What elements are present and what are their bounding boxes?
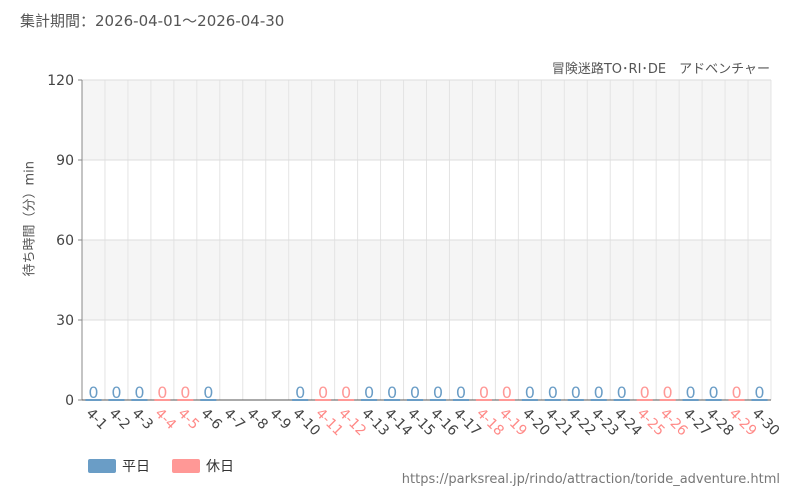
x-tick-label: 4-4 bbox=[152, 406, 180, 434]
data-label: 0 bbox=[571, 383, 581, 402]
bar bbox=[590, 399, 607, 401]
bar bbox=[177, 399, 194, 401]
data-label: 0 bbox=[594, 383, 604, 402]
bar bbox=[406, 399, 424, 401]
bar bbox=[292, 399, 309, 401]
attraction-name: 冒険迷路TO･RI･DE アドベンチャー bbox=[551, 62, 770, 77]
bar bbox=[567, 399, 584, 401]
legend-swatch-holiday bbox=[172, 459, 200, 473]
bar bbox=[521, 399, 538, 401]
bar bbox=[682, 399, 699, 401]
data-label: 0 bbox=[663, 383, 673, 402]
data-label: 0 bbox=[433, 383, 443, 402]
legend-item-holiday: 休日 bbox=[172, 456, 234, 476]
data-label: 0 bbox=[754, 383, 764, 402]
bar bbox=[361, 399, 378, 401]
period-label: 集計期間：2026-04-01～2026-04-30 bbox=[20, 12, 285, 30]
bar bbox=[131, 399, 148, 401]
data-label: 0 bbox=[548, 383, 558, 402]
bar bbox=[613, 399, 630, 401]
x-tick-label: 4-1 bbox=[83, 406, 110, 433]
bar bbox=[429, 399, 447, 401]
y-tick-label: 120 bbox=[47, 73, 74, 89]
bar bbox=[200, 399, 217, 401]
data-label: 0 bbox=[456, 383, 466, 402]
data-label: 0 bbox=[134, 383, 144, 402]
data-label: 0 bbox=[88, 383, 98, 402]
x-tick-label: 4-2 bbox=[106, 406, 133, 433]
data-label: 0 bbox=[387, 383, 397, 402]
data-label: 0 bbox=[525, 383, 535, 402]
data-label: 0 bbox=[157, 383, 167, 402]
data-label: 0 bbox=[111, 383, 121, 402]
data-label: 0 bbox=[180, 383, 190, 402]
source-url: https://parksreal.jp/rindo/attraction/to… bbox=[401, 472, 780, 487]
data-label: 0 bbox=[686, 383, 696, 402]
data-label: 0 bbox=[708, 383, 718, 402]
bar bbox=[544, 399, 561, 401]
bar bbox=[636, 399, 653, 401]
data-label: 0 bbox=[479, 383, 489, 402]
x-tick-label: 4-3 bbox=[129, 406, 156, 433]
x-tick-label: 4-6 bbox=[197, 406, 225, 434]
x-tick-label: 4-5 bbox=[175, 406, 202, 433]
data-label: 0 bbox=[364, 383, 374, 402]
legend-label-holiday: 休日 bbox=[206, 459, 234, 475]
data-label: 0 bbox=[410, 383, 420, 402]
data-label: 0 bbox=[731, 383, 741, 402]
y-tick-label: 0 bbox=[65, 393, 74, 409]
y-tick-label: 60 bbox=[56, 233, 74, 249]
bar bbox=[728, 399, 745, 401]
x-tick-label: 4-9 bbox=[266, 406, 293, 433]
bar bbox=[108, 399, 125, 401]
data-label: 0 bbox=[341, 383, 351, 402]
data-label: 0 bbox=[502, 383, 512, 402]
legend-item-weekday: 平日 bbox=[88, 456, 150, 476]
bar bbox=[338, 399, 355, 401]
bar bbox=[384, 399, 401, 401]
bar bbox=[154, 399, 171, 401]
data-label: 0 bbox=[318, 383, 328, 402]
legend-label-weekday: 平日 bbox=[122, 459, 150, 475]
bar bbox=[475, 399, 492, 401]
y-tick-label: 30 bbox=[56, 313, 74, 329]
bar bbox=[659, 399, 676, 401]
data-label: 0 bbox=[203, 383, 213, 402]
bar bbox=[85, 399, 102, 401]
legend-swatch-weekday bbox=[88, 459, 116, 473]
bar bbox=[705, 399, 722, 401]
data-label: 0 bbox=[295, 383, 305, 402]
bar bbox=[751, 399, 768, 401]
x-tick-label: 4-7 bbox=[220, 406, 247, 433]
x-tick-label: 4-8 bbox=[243, 406, 270, 433]
legend: 平日 休日 bbox=[88, 456, 256, 476]
bar bbox=[498, 399, 515, 401]
data-label: 0 bbox=[640, 383, 650, 402]
data-label: 0 bbox=[617, 383, 627, 402]
bar bbox=[452, 399, 469, 401]
y-tick-label: 90 bbox=[56, 153, 74, 169]
bar bbox=[315, 399, 332, 401]
